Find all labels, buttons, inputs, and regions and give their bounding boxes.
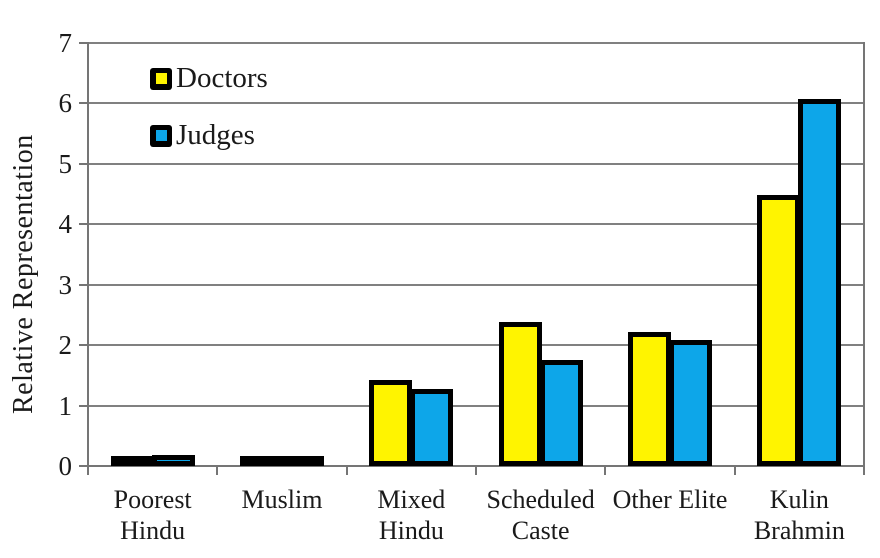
gridline-y-5 — [88, 162, 864, 165]
y-tick-label-7: 7 — [58, 28, 73, 58]
legend-swatch-judges-icon — [150, 124, 172, 147]
bar-doctors-kulin-brahmin — [757, 195, 801, 466]
y-tick-label-5: 5 — [58, 148, 73, 179]
y-tick-label-2: 2 — [58, 330, 73, 361]
legend-item-judges: Judges — [150, 119, 268, 152]
x-axis-line — [87, 465, 865, 467]
legend-label-judges: Judges — [176, 119, 255, 151]
x-category-label-muslim: Muslim — [241, 485, 323, 514]
x-category-label-poorest-hindu: Poorest Hindu — [113, 485, 192, 545]
bar-doctors-poorest-hindu — [110, 456, 154, 466]
bar-doctors-mixed-hindu — [369, 380, 413, 466]
gridline-y-4 — [88, 223, 864, 226]
bar-doctors-other-elite — [628, 332, 671, 466]
y-tick-label-4: 4 — [58, 209, 73, 240]
gridline-y-3 — [88, 283, 864, 286]
x-category-label-mixed-hindu: Mixed Hindu — [377, 485, 446, 545]
legend-item-doctors: Doctors — [150, 62, 268, 95]
y-tick-mark-1 — [79, 404, 87, 407]
y-tick-label-3: 3 — [58, 269, 73, 300]
x-tick-mark-1 — [216, 467, 219, 475]
legend-swatch-doctors-icon — [150, 67, 172, 90]
legend: Doctors Judges — [150, 62, 268, 176]
gridline-y-2 — [88, 344, 864, 347]
y-axis-line — [87, 42, 89, 474]
bar-judges-mixed-hindu — [410, 388, 454, 466]
legend-swatch-fill — [155, 130, 167, 141]
y-tick-label-0: 0 — [58, 451, 73, 481]
x-category-label-scheduled-caste: Scheduled Caste — [486, 485, 595, 545]
y-tick-mark-0 — [79, 465, 87, 467]
plot-right-border — [863, 42, 865, 474]
bar-doctors-scheduled-caste — [498, 322, 542, 466]
x-tick-mark-3 — [475, 467, 477, 475]
x-tick-mark-2 — [345, 467, 348, 475]
x-tick-mark-0 — [87, 467, 89, 475]
x-tick-mark-5 — [733, 467, 736, 475]
bar-judges-poorest-hindu — [151, 454, 195, 466]
bar-judges-muslim — [281, 456, 324, 466]
y-tick-mark-3 — [79, 283, 87, 286]
y-tick-mark-7 — [79, 42, 87, 44]
legend-label-doctors: Doctors — [176, 62, 268, 94]
y-tick-mark-6 — [79, 102, 87, 105]
x-category-label-other-elite: Other Elite — [612, 485, 728, 514]
bar-judges-other-elite — [669, 340, 712, 466]
gridline-y-7 — [88, 42, 864, 44]
bar-judges-scheduled-caste — [539, 359, 583, 466]
bar-doctors-muslim — [240, 456, 283, 466]
gridline-y-1 — [88, 404, 864, 407]
x-tick-mark-6 — [863, 467, 865, 475]
y-tick-mark-2 — [79, 344, 87, 347]
y-tick-mark-5 — [79, 162, 87, 165]
gridline-y-6 — [88, 102, 864, 105]
plot-area: Doctors Judges — [79, 42, 865, 475]
x-tick-mark-4 — [604, 467, 607, 475]
legend-swatch-fill — [155, 73, 167, 84]
y-tick-mark-4 — [79, 223, 87, 226]
y-tick-label-1: 1 — [58, 390, 73, 421]
bar-judges-kulin-brahmin — [798, 98, 842, 466]
x-category-label-kulin-brahmin: Kulin Brahmin — [753, 485, 845, 545]
y-tick-label-6: 6 — [58, 88, 73, 119]
